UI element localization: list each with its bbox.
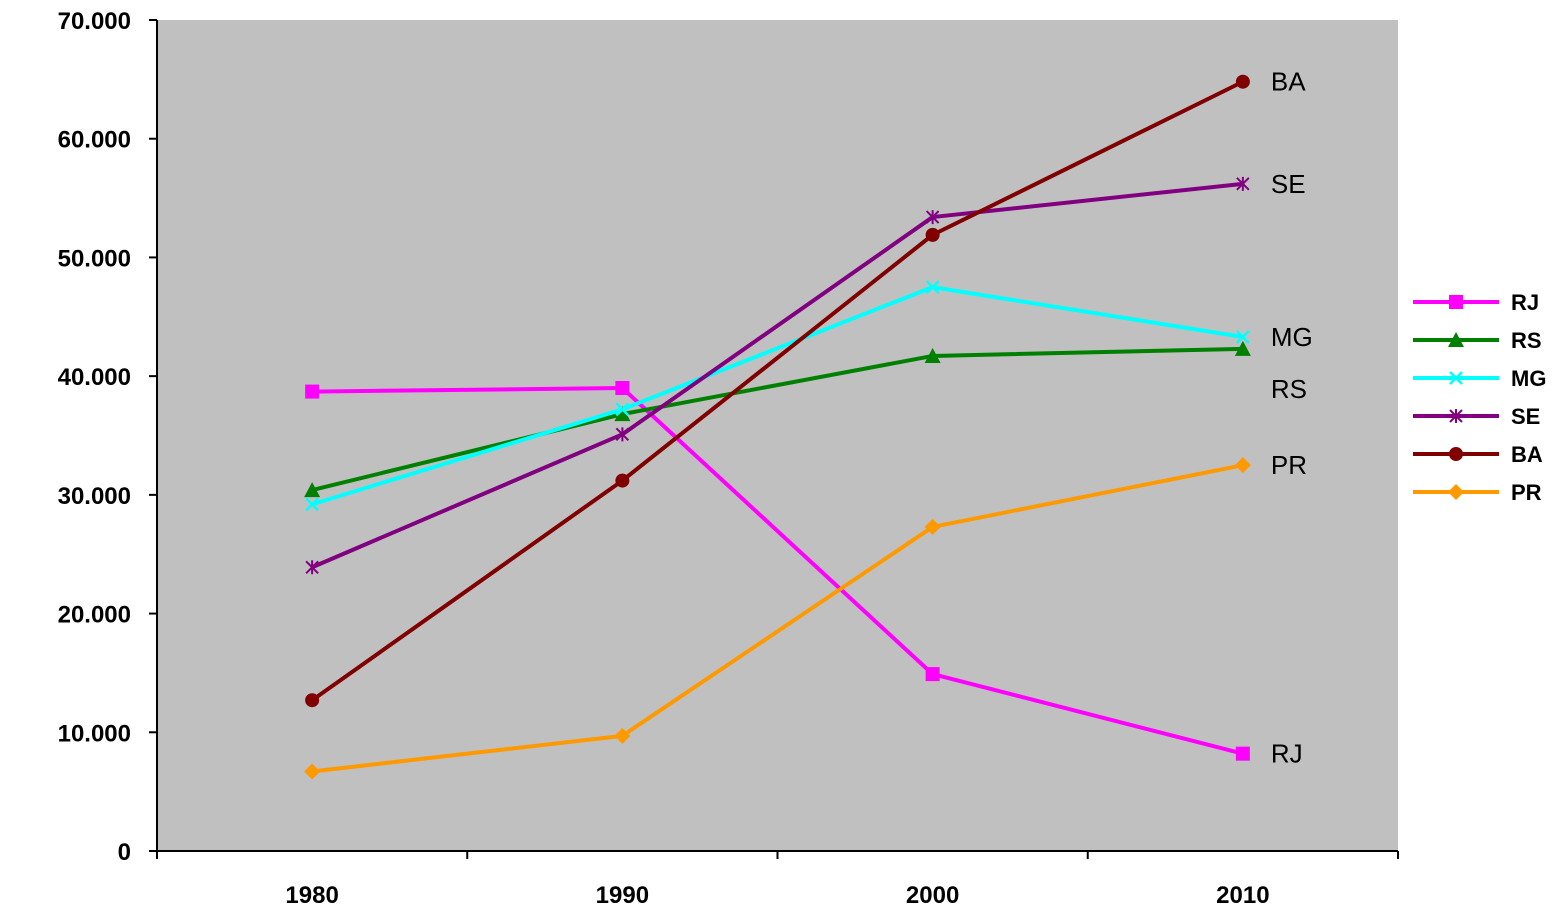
data-point-mg [305, 497, 320, 512]
x-tick-label: 2000 [906, 882, 959, 909]
y-tick-label: 60.000 [58, 127, 131, 154]
series-rj [305, 381, 1250, 761]
legend-marker [1449, 371, 1463, 385]
legend-item-se: SE [1413, 404, 1540, 429]
data-point-se [615, 427, 630, 442]
legend-item-mg: MG [1413, 366, 1546, 391]
data-point-pr [924, 518, 941, 535]
y-tick-label: 50.000 [58, 245, 131, 272]
legend-marker [1449, 447, 1463, 461]
axes: 0 10.000 20.000 30.000 40.000 50.000 60.000 70.… [58, 8, 1399, 909]
x-tick-label: 2010 [1216, 882, 1269, 909]
y-tick-label: 20.000 [58, 602, 131, 629]
data-point-rj [925, 667, 940, 682]
series-line-se [311, 181, 1244, 570]
data-point-ba [925, 227, 940, 242]
y-tick-label: 40.000 [58, 364, 131, 391]
legend-marker [1448, 484, 1464, 500]
data-point-rs [614, 406, 631, 422]
end-label-mg: MG [1271, 322, 1313, 352]
end-label-ba: BA [1271, 67, 1306, 97]
end-label-se: SE [1271, 169, 1306, 199]
legend-item-pr: PR [1413, 480, 1542, 505]
end-label-pr: PR [1271, 450, 1307, 480]
legend-label: MG [1511, 366, 1546, 391]
data-point-ba [615, 473, 630, 488]
legend-marker [1449, 295, 1463, 309]
x-tick-label: 1980 [285, 882, 338, 909]
y-tick-label: 0 [118, 839, 131, 866]
data-point-se [305, 560, 319, 575]
data-point-se [1236, 176, 1250, 191]
series-layer [304, 74, 1251, 780]
series-line-ba [310, 79, 1244, 702]
series-se [305, 176, 1250, 575]
legend-label: RS [1511, 328, 1542, 353]
legend-label: RJ [1511, 290, 1539, 315]
data-point-rj [615, 381, 630, 396]
legend-marker [1448, 332, 1464, 347]
series-rs [304, 340, 1251, 498]
y-tick-label: 70.000 [58, 8, 131, 35]
legend-item-rj: RJ [1413, 290, 1539, 315]
legend-item-ba: BA [1413, 442, 1543, 467]
data-point-rs [924, 347, 941, 363]
y-tick-label: 30.000 [58, 483, 131, 510]
legend: RJ RS MG SE BA PR [1413, 290, 1546, 505]
data-point-rs [1234, 340, 1251, 356]
data-point-mg [1235, 330, 1250, 344]
data-point-rs [304, 482, 321, 498]
y-tick-label: 10.000 [58, 720, 131, 747]
end-labels: BA SE MG RS PR RJ [1271, 67, 1313, 769]
data-point-mg [925, 280, 940, 294]
data-point-rj [305, 384, 320, 399]
x-tick-label: 1990 [596, 882, 649, 909]
data-point-pr [1234, 457, 1251, 474]
legend-label: BA [1511, 442, 1543, 467]
legend-label: PR [1511, 480, 1542, 505]
series-line-rj [312, 386, 1244, 756]
plot-area [157, 20, 1398, 851]
series-line-mg [311, 285, 1244, 507]
series-line-pr [311, 463, 1244, 774]
series-mg [305, 280, 1250, 512]
data-point-ba [1235, 74, 1250, 89]
series-ba [305, 74, 1250, 708]
legend-marker [1449, 409, 1463, 423]
end-label-rj: RJ [1271, 739, 1303, 769]
data-point-se [925, 210, 940, 225]
series-line-rs [311, 346, 1243, 493]
legend-item-rs: RS [1413, 328, 1542, 353]
data-point-ba [305, 693, 320, 708]
data-point-pr [614, 727, 631, 744]
legend-label: SE [1511, 404, 1540, 429]
data-point-pr [304, 763, 321, 780]
data-point-rj [1235, 746, 1250, 761]
data-point-mg [615, 402, 630, 417]
end-label-rs: RS [1271, 374, 1307, 404]
series-pr [304, 457, 1251, 780]
